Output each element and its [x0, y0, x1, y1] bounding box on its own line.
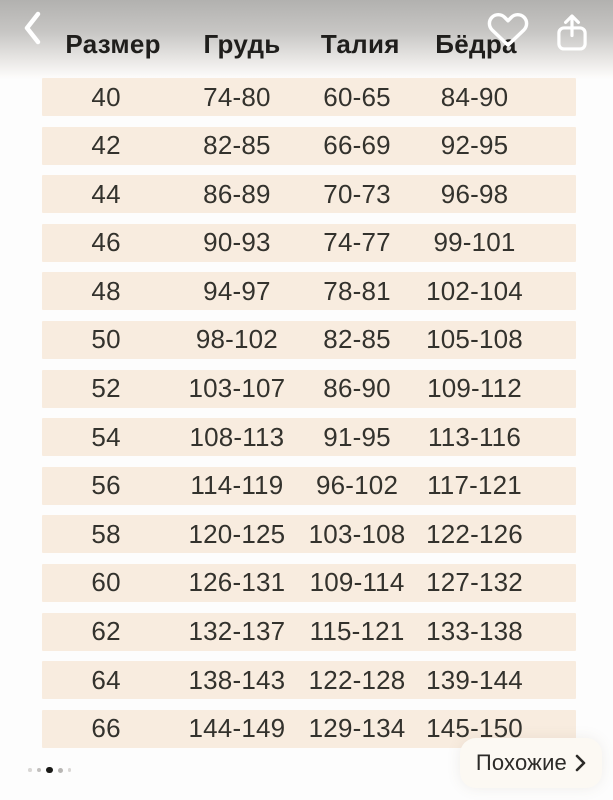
similar-button[interactable]: Похожие — [459, 738, 602, 788]
table-cell-size: 66 — [91, 713, 121, 744]
table-row: 40 74-80 60-65 84-90 — [42, 78, 576, 116]
table-cell-chest: 144-149 — [188, 713, 286, 744]
pagination-dot-active[interactable] — [46, 766, 53, 774]
pagination-dot[interactable] — [57, 767, 63, 773]
table-cell-hips: 122-126 — [426, 518, 523, 549]
table-cell-chest: 82-85 — [203, 130, 271, 161]
table-cell-chest: 138-143 — [188, 664, 286, 695]
share-button[interactable] — [551, 12, 595, 54]
table-header: Размер Грудь Талия Бёдра — [42, 24, 576, 64]
table-row: 64 138-143 122-128 139-144 — [42, 661, 576, 700]
table-cell-hips: 84-90 — [440, 81, 509, 112]
table-cell-size: 62 — [91, 616, 121, 647]
chevron-left-icon — [22, 10, 44, 51]
table-cell-chest: 126-131 — [188, 567, 286, 598]
table-row: 54 108-113 91-95 113-116 — [42, 418, 576, 457]
table-cell-chest: 120-125 — [188, 518, 286, 549]
table-cell-hips: 117-121 — [427, 470, 522, 501]
table-cell-chest: 94-97 — [203, 275, 271, 306]
table-row: 60 126-131 109-114 127-132 — [42, 563, 576, 602]
table-row: 44 86-89 70-73 96-98 — [42, 175, 576, 214]
table-cell-chest: 90-93 — [203, 227, 271, 258]
table-cell-size: 58 — [91, 518, 121, 549]
table-cell-waist: 66-69 — [323, 130, 391, 161]
table-cell-waist: 115-121 — [309, 616, 405, 647]
table-row: 52 103-107 86-90 109-112 — [42, 369, 576, 408]
column-header-chest: Грудь — [203, 28, 281, 59]
table-cell-chest: 132-137 — [188, 616, 286, 647]
table-cell-hips: 139-144 — [426, 664, 523, 695]
table-cell-size: 42 — [91, 130, 121, 161]
table-cell-hips: 113-116 — [428, 421, 522, 452]
table-cell-waist: 109-114 — [309, 567, 405, 598]
table-cell-chest: 98-102 — [195, 324, 278, 355]
table-cell-size: 60 — [91, 567, 121, 598]
table-cell-size: 40 — [91, 81, 121, 112]
table-cell-chest: 103-107 — [188, 373, 286, 404]
table-cell-waist: 129-134 — [308, 713, 406, 744]
table-cell-chest: 114-119 — [190, 470, 284, 501]
table-cell-size: 64 — [91, 664, 121, 695]
table-cell-waist: 78-81 — [323, 275, 391, 306]
favorite-button[interactable] — [486, 8, 530, 48]
table-row: 62 132-137 115-121 133-138 — [42, 612, 576, 651]
table-cell-hips: 127-132 — [426, 567, 523, 598]
size-table: 40 74-80 60-65 84-90 42 82-85 66-69 92-95 44 86-8… — [42, 78, 576, 748]
table-row: 46 90-93 74-77 99-101 — [42, 223, 576, 262]
table-cell-waist: 103-108 — [308, 518, 406, 549]
pagination-dots — [28, 762, 71, 778]
table-cell-hips: 133-138 — [426, 616, 523, 647]
back-button[interactable] — [20, 11, 46, 49]
table-cell-waist: 70-73 — [323, 178, 391, 209]
table-row: 48 94-97 78-81 102-104 — [42, 272, 576, 311]
table-cell-waist: 82-85 — [323, 324, 391, 355]
table-cell-size: 54 — [91, 421, 121, 452]
table-cell-hips: 99-101 — [433, 227, 516, 258]
table-cell-size: 52 — [91, 373, 121, 404]
table-row: 42 82-85 66-69 92-95 — [42, 126, 576, 165]
pagination-dot[interactable] — [36, 767, 41, 773]
chevron-right-icon — [574, 753, 586, 773]
column-header-waist: Талия — [320, 28, 400, 59]
table-cell-size: 50 — [91, 324, 121, 355]
table-cell-chest: 86-89 — [203, 178, 271, 209]
table-cell-hips: 102-104 — [426, 275, 523, 306]
pagination-dot[interactable] — [28, 768, 32, 772]
table-cell-hips: 109-112 — [427, 373, 522, 404]
pagination-dot[interactable] — [67, 768, 71, 772]
table-cell-waist: 122-128 — [308, 664, 406, 695]
table-row: 50 98-102 82-85 105-108 — [42, 320, 576, 359]
table-cell-size: 48 — [91, 275, 121, 306]
table-cell-size: 44 — [91, 178, 121, 209]
table-row: 58 120-125 103-108 122-126 — [42, 515, 576, 554]
similar-button-label: Похожие — [475, 750, 567, 775]
table-cell-waist: 60-65 — [323, 81, 391, 112]
table-cell-chest: 74-80 — [203, 81, 271, 112]
table-cell-hips: 105-108 — [426, 324, 523, 355]
table-cell-waist: 86-90 — [323, 373, 391, 404]
table-row: 56 114-119 96-102 117-121 — [42, 466, 576, 505]
table-cell-chest: 108-113 — [189, 421, 285, 452]
table-cell-waist: 96-102 — [315, 470, 399, 501]
heart-icon — [486, 12, 530, 52]
table-cell-hips: 92-95 — [440, 130, 509, 161]
column-header-size: Размер — [65, 28, 161, 59]
table-cell-size: 56 — [91, 470, 121, 501]
table-cell-size: 46 — [91, 227, 121, 258]
table-cell-waist: 74-77 — [323, 227, 391, 258]
table-cell-hips: 96-98 — [440, 178, 509, 209]
table-cell-waist: 91-95 — [323, 421, 391, 452]
column-header-hips: Бёдра — [435, 28, 517, 59]
share-icon — [551, 14, 593, 58]
